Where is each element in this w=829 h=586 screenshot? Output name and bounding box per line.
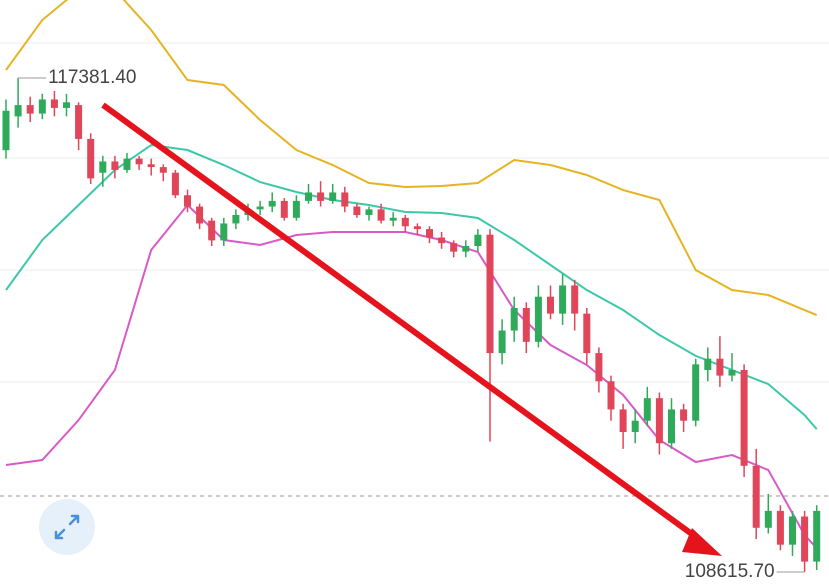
candle-body bbox=[196, 206, 204, 224]
candle-body bbox=[571, 285, 579, 314]
candle-body bbox=[341, 192, 349, 207]
candle-body bbox=[643, 398, 651, 421]
candle-body bbox=[401, 217, 409, 227]
expand-icon[interactable] bbox=[54, 514, 80, 540]
candle-body bbox=[583, 313, 591, 354]
candle-body bbox=[377, 209, 385, 221]
candle-body bbox=[171, 172, 179, 196]
candle-body bbox=[2, 110, 10, 151]
low-label: 108615.70 bbox=[685, 561, 775, 582]
arrow-head bbox=[682, 528, 722, 556]
candle-body bbox=[329, 192, 337, 201]
candle-body bbox=[135, 158, 143, 165]
candle-body bbox=[220, 223, 228, 241]
candle-body bbox=[486, 234, 494, 354]
candle-body bbox=[498, 330, 506, 354]
candle-body bbox=[26, 105, 34, 114]
candle-body bbox=[728, 369, 736, 376]
band-line bbox=[5, 143, 818, 430]
candle-body bbox=[365, 209, 373, 216]
candle-body bbox=[87, 138, 95, 179]
candle-body bbox=[619, 409, 627, 432]
candle-body bbox=[716, 358, 724, 376]
candle-body bbox=[534, 296, 542, 342]
candle-body bbox=[668, 409, 675, 444]
trend-arrow bbox=[101, 102, 722, 556]
candle-body bbox=[692, 364, 700, 421]
candle-body bbox=[256, 206, 264, 210]
candle-body bbox=[474, 234, 482, 246]
candle-body bbox=[438, 237, 446, 244]
candle-body bbox=[547, 296, 554, 314]
candle-body bbox=[655, 398, 663, 444]
candle-body bbox=[752, 465, 760, 528]
candle-body bbox=[559, 285, 567, 314]
candle-body bbox=[38, 99, 46, 114]
candle-body bbox=[595, 353, 603, 382]
candle-body bbox=[280, 200, 288, 218]
candle-body bbox=[50, 99, 58, 108]
candle-body bbox=[305, 192, 312, 201]
candle-body bbox=[413, 226, 421, 230]
candle-body bbox=[510, 307, 518, 331]
candle-body bbox=[292, 200, 300, 218]
candle-body bbox=[522, 307, 530, 342]
candle-body bbox=[123, 158, 131, 170]
expand-circle[interactable] bbox=[39, 499, 95, 555]
candle-body bbox=[740, 369, 748, 466]
candle-body bbox=[111, 161, 119, 170]
candle-body bbox=[99, 161, 107, 173]
candle-body bbox=[680, 409, 688, 421]
candle-body bbox=[389, 217, 397, 221]
candle-body bbox=[208, 220, 216, 241]
band-line bbox=[5, 203, 818, 549]
candle-body bbox=[75, 105, 83, 139]
candle-body bbox=[813, 510, 821, 562]
candle-body bbox=[147, 164, 155, 168]
candle-body bbox=[184, 195, 191, 207]
candle-body bbox=[607, 381, 615, 410]
candle-body bbox=[631, 420, 639, 432]
candle-body bbox=[353, 206, 361, 216]
candle-body bbox=[268, 200, 276, 207]
candle-body bbox=[764, 510, 772, 528]
candle-body bbox=[232, 215, 240, 224]
high-label: 117381.40 bbox=[48, 67, 136, 88]
expand-button[interactable] bbox=[39, 499, 95, 555]
candle-body bbox=[426, 229, 433, 238]
candle-body bbox=[801, 516, 809, 562]
candle-body bbox=[159, 167, 167, 173]
candle-body bbox=[14, 105, 22, 117]
candle-body bbox=[317, 192, 325, 201]
candle-body bbox=[450, 243, 458, 252]
candle-body bbox=[704, 358, 712, 370]
candle-body bbox=[776, 510, 784, 545]
candle-body bbox=[462, 245, 470, 252]
candle-body bbox=[789, 516, 796, 545]
background-grid bbox=[0, 42, 829, 383]
candle-body bbox=[63, 102, 70, 108]
band-line bbox=[5, 0, 818, 316]
arrow-shaft bbox=[101, 102, 702, 543]
